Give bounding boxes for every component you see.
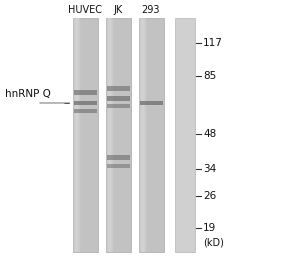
Text: 293: 293	[142, 5, 160, 15]
Bar	[106, 18, 110, 252]
Bar	[140, 18, 143, 252]
Bar	[76, 18, 79, 252]
Bar	[142, 18, 145, 252]
Bar	[110, 18, 114, 252]
Text: 26: 26	[203, 191, 216, 201]
Bar	[140, 101, 162, 105]
Bar	[72, 18, 76, 252]
Bar	[106, 104, 130, 109]
Bar	[74, 101, 97, 105]
Bar	[140, 18, 144, 252]
Bar	[108, 18, 111, 252]
Text: HUVEC: HUVEC	[68, 5, 102, 15]
Bar	[76, 18, 80, 252]
Bar	[139, 18, 143, 252]
Bar	[138, 18, 142, 252]
Bar	[142, 18, 146, 252]
Bar	[76, 18, 80, 252]
Bar	[140, 18, 144, 252]
Bar	[106, 96, 130, 101]
Bar	[106, 18, 110, 252]
Bar	[138, 18, 164, 252]
Bar	[106, 18, 130, 252]
Bar	[143, 18, 146, 252]
Text: 19: 19	[203, 223, 216, 233]
Bar	[108, 18, 112, 252]
Bar	[110, 18, 113, 252]
Text: (kD): (kD)	[203, 238, 224, 248]
Bar	[106, 164, 130, 168]
Bar	[74, 18, 78, 252]
Bar	[175, 18, 195, 252]
Text: hnRNP Q: hnRNP Q	[5, 89, 51, 99]
Bar	[73, 18, 77, 252]
Bar	[108, 18, 112, 252]
Bar	[106, 155, 130, 160]
Text: --: --	[63, 98, 70, 108]
Text: JK: JK	[113, 5, 123, 15]
Bar	[74, 90, 97, 95]
Bar	[74, 18, 78, 252]
Bar	[106, 18, 109, 252]
Text: 34: 34	[203, 164, 216, 174]
Bar	[106, 86, 130, 91]
Bar	[74, 18, 77, 252]
Text: 48: 48	[203, 129, 216, 139]
Bar	[72, 18, 98, 252]
Bar	[74, 109, 97, 113]
Bar	[141, 18, 145, 252]
Bar	[107, 18, 111, 252]
Bar	[77, 18, 81, 252]
Bar	[143, 18, 147, 252]
Text: 117: 117	[203, 38, 223, 48]
Bar	[109, 18, 113, 252]
Bar	[75, 18, 79, 252]
Text: 85: 85	[203, 71, 216, 81]
